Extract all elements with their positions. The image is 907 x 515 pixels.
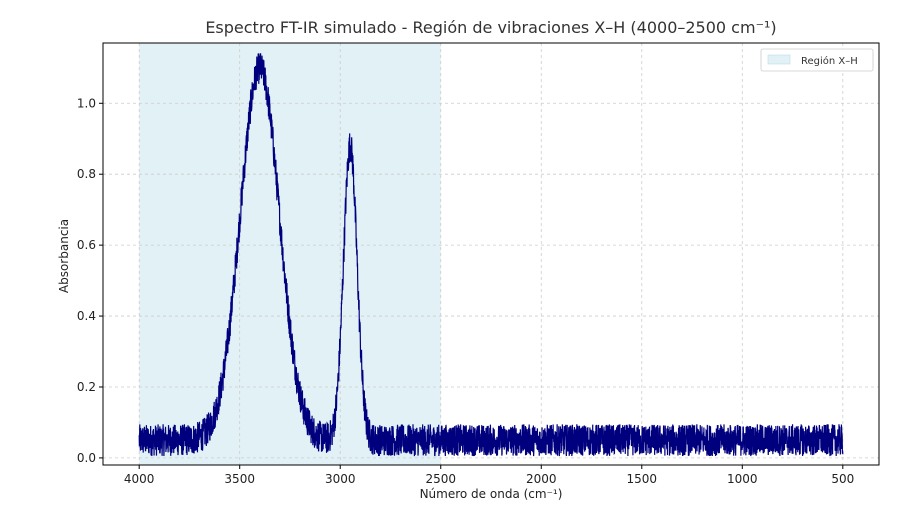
highlight-region [139, 43, 441, 465]
plot-frame [102, 42, 880, 466]
y-tick-label: 0.2 [77, 380, 96, 394]
y-tick-label: 0.8 [77, 167, 96, 181]
y-tick-label: 1.0 [77, 96, 96, 110]
y-axis: 0.0 0.2 0.4 0.6 0.8 1.0 [77, 96, 103, 465]
x-axis: 4000 3500 3000 2500 2000 1500 1000 500 [124, 465, 854, 486]
x-tick-label: 3000 [325, 472, 356, 486]
legend-swatch [767, 54, 791, 65]
grid [103, 43, 879, 465]
x-tick-label: 1500 [627, 472, 658, 486]
legend-box [760, 48, 874, 72]
legend-label: Región X–H [801, 55, 858, 67]
y-tick-label: 0.6 [77, 238, 96, 252]
x-tick-label: 3500 [224, 472, 255, 486]
y-tick-label: 0.4 [77, 309, 96, 323]
x-axis-title: Número de onda (cm⁻¹) [420, 487, 563, 501]
y-tick-label: 0.0 [77, 451, 96, 465]
x-tick-label: 2500 [425, 472, 456, 486]
x-tick-label: 1000 [727, 472, 758, 486]
plot-area [102, 42, 880, 466]
spectrum-line [138, 53, 844, 457]
y-axis-title: Absorbancia [57, 219, 71, 293]
chart-title: Espectro FT-IR simulado - Región de vibr… [205, 18, 776, 37]
x-tick-label: 4000 [124, 472, 155, 486]
x-tick-label: 2000 [526, 472, 557, 486]
x-tick-label: 500 [831, 472, 854, 486]
legend: Región X–H [760, 48, 874, 72]
